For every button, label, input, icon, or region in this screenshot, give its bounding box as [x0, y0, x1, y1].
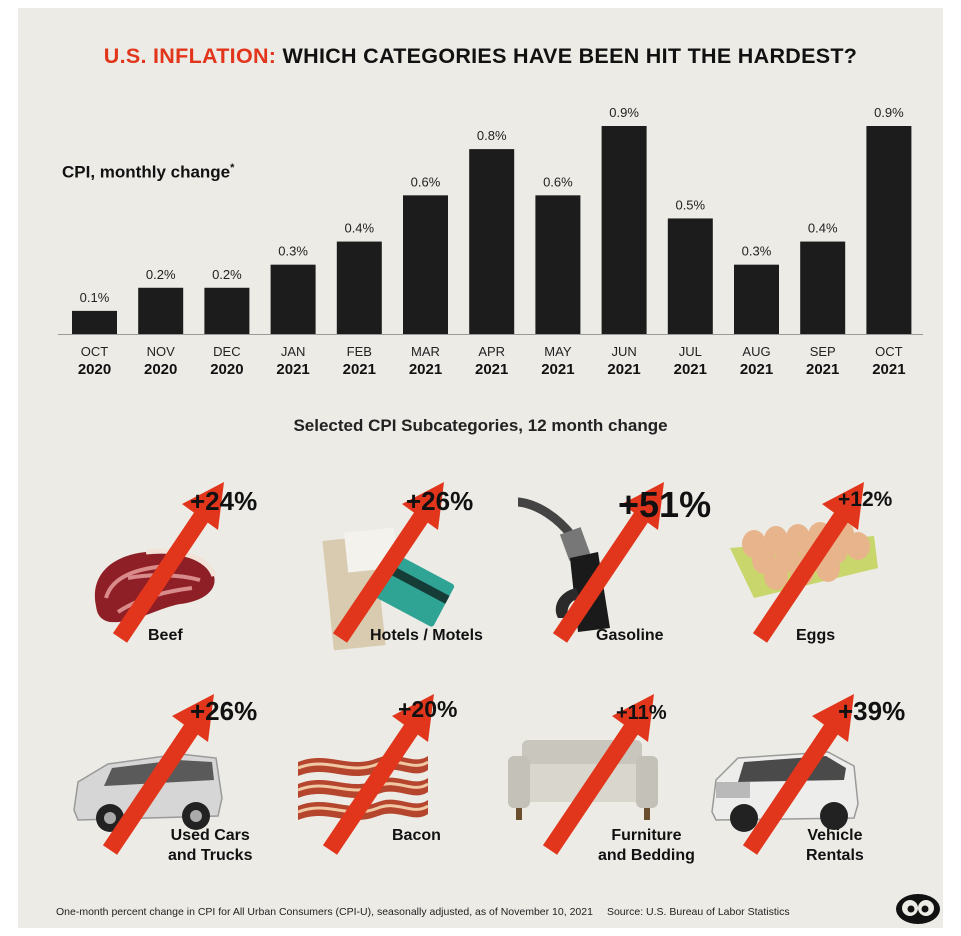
footer-source: Source: U.S. Bureau of Labor Statistics [606, 906, 790, 918]
data-label-2: 0.2% [146, 267, 176, 282]
beef-icon [94, 482, 224, 643]
data-label-8: 0.6% [543, 174, 573, 189]
subcategory-value: +12% [838, 488, 893, 511]
bacon-icon [297, 694, 434, 855]
subcategory-value: +39% [838, 696, 906, 726]
tick-label-month-12: SEP [810, 344, 836, 359]
tick-label-year-13: 2021 [872, 361, 905, 378]
egg-carton-icon [730, 482, 878, 643]
chart-title-asterisk: * [230, 162, 235, 174]
subcategory-name: Beef [148, 627, 183, 644]
footer: One-month percent change in CPI for All … [56, 906, 790, 918]
infographic: U.S. INFLATION: WHICH CATEGORIES HAVE BE… [18, 8, 943, 928]
data-label-3: 0.2% [212, 267, 242, 282]
arrow-up-icon [552, 482, 664, 643]
tick-label-year-4: 2021 [276, 361, 309, 378]
bar-13 [866, 126, 912, 334]
tick-label-year-12: 2021 [806, 361, 839, 378]
minivan-icon [73, 694, 223, 855]
subcategory-name: Gasoline [596, 627, 664, 644]
tick-label-year-3: 2020 [210, 361, 243, 378]
bar-2 [138, 287, 184, 334]
data-label-10: 0.5% [675, 197, 705, 212]
tick-label-month-7: APR [478, 344, 505, 359]
suv-icon [711, 694, 859, 855]
tick-label-year-9: 2021 [607, 361, 640, 378]
tick-label-year-8: 2021 [541, 361, 574, 378]
tick-label-year-11: 2021 [740, 361, 773, 378]
bar-11 [734, 264, 779, 334]
data-label-13: 0.9% [874, 105, 904, 120]
subcategory-name: Eggs [796, 627, 836, 644]
bar-7 [469, 149, 515, 334]
data-label-11: 0.3% [742, 244, 772, 259]
arrow-up-icon [542, 694, 654, 855]
title-rest: WHICH CATEGORIES HAVE BEEN HIT THE HARDE… [276, 44, 858, 68]
tick-label-month-13: OCT [875, 344, 903, 359]
arrow-up-icon [322, 694, 434, 855]
subcategory-value: +26% [406, 486, 474, 516]
bar-10 [667, 218, 713, 334]
tick-label-year-10: 2021 [674, 361, 707, 378]
tick-label-year-1: 2020 [78, 361, 111, 378]
bar-1 [72, 310, 117, 334]
arrow-up-icon [112, 482, 224, 643]
tick-label-month-5: FEB [347, 344, 372, 359]
tick-label-year-2: 2020 [144, 361, 177, 378]
bar-6 [403, 195, 448, 334]
fuel-nozzle-icon [518, 482, 664, 643]
tick-label-month-4: JAN [281, 344, 306, 359]
data-label-7: 0.8% [477, 128, 507, 143]
bar-12 [800, 241, 846, 334]
tick-label-month-11: AUG [742, 344, 770, 359]
bar-8 [535, 195, 581, 334]
subcategory-name: Furniture and Bedding [598, 827, 695, 864]
hotel-key-card-icon [322, 482, 455, 651]
arrow-up-icon [332, 482, 444, 643]
subcategories-title: Selected CPI Subcategories, 12 month cha… [293, 416, 668, 435]
bar-3 [204, 287, 250, 334]
arrow-up-icon [102, 694, 214, 855]
subcategory-name: Vehicle Rentals [806, 827, 864, 864]
subcategory-value: +26% [190, 696, 258, 726]
subcategory-name: Hotels / Motels [370, 627, 483, 644]
cpi-bar-chart: 0.1% OCT 2020 0.2% NOV 2020 0.2% DEC 2020 0.3% JAN… [58, 105, 923, 378]
footer-note: One-month percent change in CPI for All … [56, 906, 593, 918]
data-label-4: 0.3% [278, 244, 308, 259]
tick-label-month-9: JUN [611, 344, 636, 359]
chart-title-text: CPI, monthly change [62, 162, 231, 182]
subcategory-value: +20% [398, 696, 458, 722]
tick-label-month-10: JUL [679, 344, 702, 359]
bar-4 [270, 264, 316, 334]
page-title: U.S. INFLATION: WHICH CATEGORIES HAVE BE… [18, 44, 943, 69]
arrow-up-icon [742, 694, 854, 855]
tick-label-month-8: MAY [544, 344, 572, 359]
data-label-5: 0.4% [344, 221, 374, 236]
data-label-6: 0.6% [411, 174, 441, 189]
data-label-1: 0.1% [80, 290, 110, 305]
data-label-12: 0.4% [808, 221, 838, 236]
tick-label-month-3: DEC [213, 344, 240, 359]
tick-label-year-5: 2021 [343, 361, 376, 378]
tick-label-month-2: NOV [147, 344, 176, 359]
bar-5 [336, 241, 382, 334]
bar-9 [601, 126, 647, 334]
subcategory-value: +51% [618, 484, 712, 525]
subcategory-value: +11% [616, 702, 667, 724]
sofa-icon [508, 694, 658, 855]
tick-label-year-6: 2021 [409, 361, 442, 378]
brand-logo-icon [896, 894, 940, 924]
data-label-9: 0.9% [609, 105, 639, 120]
tick-label-month-6: MAR [411, 344, 440, 359]
title-accent: U.S. INFLATION: [103, 44, 277, 68]
tick-label-month-1: OCT [81, 344, 109, 359]
chart-title: CPI, monthly change* [62, 162, 234, 183]
tick-label-year-7: 2021 [475, 361, 508, 378]
subcategory-name: Used Cars and Trucks [168, 827, 253, 864]
subcategory-name: Bacon [392, 827, 441, 844]
arrow-up-icon [752, 482, 864, 643]
subcategory-value: +24% [190, 486, 258, 516]
